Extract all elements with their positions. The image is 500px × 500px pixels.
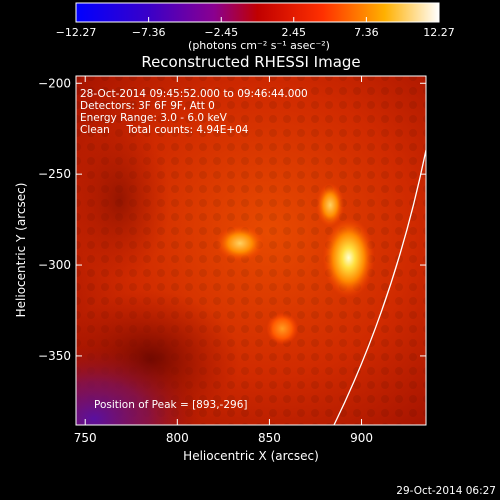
x-tick-label: 850 (258, 431, 281, 445)
source-4 (266, 312, 299, 345)
colorbar-ticks: −12.27 −7.36 −2.45 2.45 7.36 12.27 (56, 17, 455, 39)
annotation-detectors: Detectors: 3F 6F 9F, Att 0 (80, 100, 215, 112)
y-axis-label: Heliocentric Y (arcsec) (14, 183, 28, 318)
solar-limb (333, 149, 426, 425)
colorbar-tick-label: 7.36 (354, 26, 379, 39)
peak-position-label: Position of Peak = [893,-296] (94, 399, 248, 411)
chart-title: Reconstructed RHESSI Image (141, 53, 360, 71)
colorbar-tick-label: −2.45 (204, 26, 238, 39)
y-tick-label: −250 (38, 167, 71, 181)
heatmap-image (76, 76, 426, 425)
annotation-time-range: 28-Oct-2014 09:45:52.000 to 09:46:44.000 (80, 88, 308, 100)
x-axis-label: Heliocentric X (arcsec) (183, 449, 319, 463)
source-1 (322, 217, 375, 298)
y-tick-label: −350 (38, 349, 71, 363)
colorbar-tick-label: −12.27 (56, 26, 97, 39)
colorbar (75, 2, 440, 23)
y-tick-label: −200 (38, 76, 71, 90)
annotation-clean-counts: Clean Total counts: 4.94E+04 (80, 124, 249, 136)
y-tick-label: −300 (38, 258, 71, 272)
source-2 (215, 225, 264, 262)
plot-frame (75, 75, 427, 426)
colorbar-tick-label: 2.45 (281, 26, 306, 39)
sources-layer (215, 183, 375, 345)
x-tick-label: 800 (166, 431, 189, 445)
x-axis-ticks: 750 800 850 900 (74, 76, 373, 445)
colorbar-label: (photons cm⁻² s⁻¹ asec⁻²) (188, 39, 330, 52)
annotation-energy-range: Energy Range: 3.0 - 6.0 keV (80, 112, 228, 124)
x-tick-label: 750 (74, 431, 97, 445)
colorbar-tick-label: −7.36 (132, 26, 166, 39)
source-3 (316, 183, 345, 228)
y-axis-ticks: −200 −250 −300 −350 (38, 76, 426, 363)
colorbar-tick-label: 12.27 (423, 26, 455, 39)
footer-timestamp: 29-Oct-2014 06:27 (396, 485, 496, 497)
x-tick-label: 900 (350, 431, 373, 445)
